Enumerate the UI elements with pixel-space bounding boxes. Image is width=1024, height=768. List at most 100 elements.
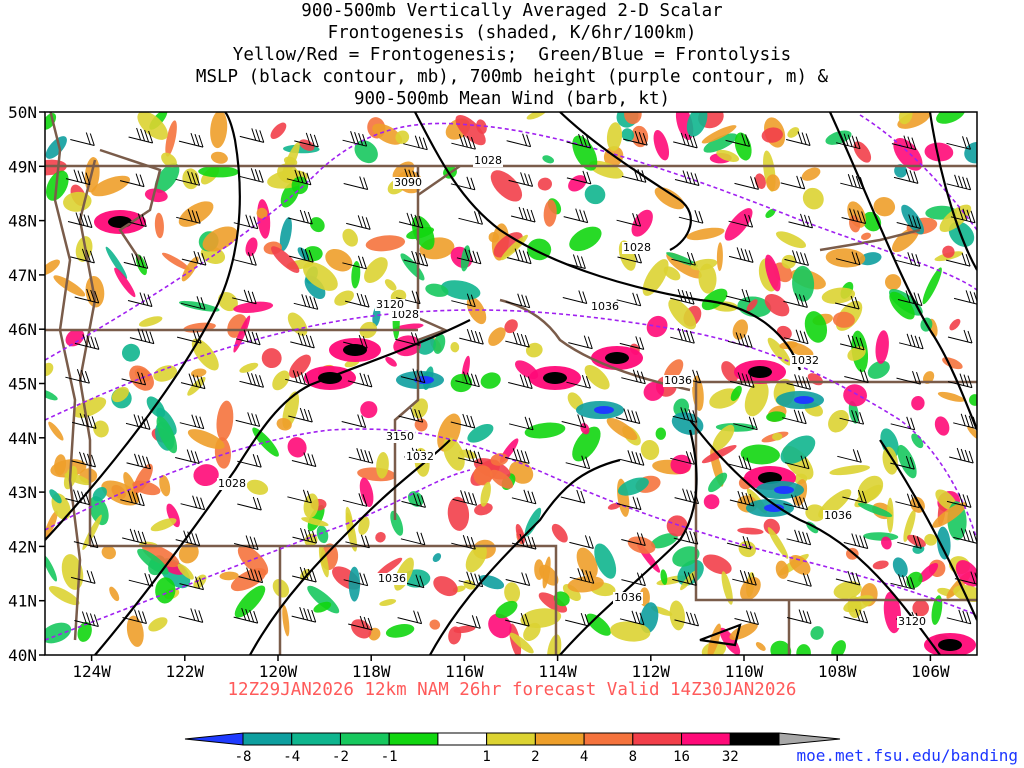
shading-patch	[48, 421, 64, 441]
colorbar-label: 8	[629, 749, 637, 765]
shading-patch	[801, 167, 821, 181]
shading-patch	[210, 112, 228, 149]
shading-patch	[572, 135, 598, 171]
wind-barb	[619, 450, 645, 466]
title-line: 900-500mb Mean Wind (barb, kt)	[353, 89, 671, 109]
mslp-label: 1028	[218, 477, 246, 490]
shading-patch	[45, 362, 54, 377]
wind-barb	[456, 615, 481, 629]
shading-patch	[882, 446, 898, 475]
colorbar-swatch	[632, 732, 683, 746]
shading-patch	[569, 226, 602, 252]
wind-barb	[893, 169, 919, 184]
shading-patch	[553, 591, 570, 607]
colorbar-label: 16	[673, 749, 690, 765]
wind-barb	[181, 250, 207, 266]
wind-barb	[672, 407, 698, 423]
wind-barb	[176, 329, 202, 344]
label-backdrop	[405, 451, 435, 463]
wind-barb	[782, 409, 807, 425]
wind-barb	[74, 334, 100, 350]
lat-tick-label: 45N	[8, 375, 37, 394]
shading-patch	[883, 591, 902, 634]
wind-barb	[74, 288, 100, 304]
mslp-contour	[689, 419, 941, 655]
wind-barb	[946, 136, 971, 150]
mslp-contour	[928, 112, 977, 271]
wind-barb	[239, 168, 264, 183]
shading-patch	[932, 502, 967, 528]
shading-patch	[279, 217, 292, 252]
shading-patch	[287, 437, 307, 458]
shading-patch	[898, 112, 913, 125]
lon-tick-label: 120W	[259, 662, 298, 681]
shading-patch	[924, 533, 937, 546]
shading-patch	[937, 391, 965, 402]
source-credit: moe.met.fsu.edu/banding	[796, 746, 1018, 765]
shading-patch	[49, 489, 62, 504]
label-backdrop	[663, 375, 693, 387]
shading-patch	[543, 372, 567, 384]
shading-patch	[781, 254, 796, 269]
shading-patch	[606, 122, 623, 151]
shading-patch	[390, 510, 404, 536]
shading-patch	[156, 416, 178, 454]
shading-patch	[897, 112, 930, 129]
mslp-label: 1036	[378, 572, 406, 585]
colorbar-swatch	[242, 732, 293, 746]
shading-patch	[666, 252, 699, 267]
wind-barb	[669, 288, 695, 305]
wind-barb	[289, 247, 314, 263]
mslp-label: 1036	[591, 300, 619, 313]
shading-patch	[794, 396, 814, 404]
shading-patch	[154, 163, 180, 194]
shading-patch	[538, 592, 568, 613]
wind-barb	[511, 489, 537, 505]
label-backdrop	[790, 355, 820, 367]
shading-patch	[607, 502, 621, 510]
wind-barb	[839, 334, 865, 351]
wind-barb	[71, 413, 97, 429]
colorbar-label: 32	[722, 749, 739, 765]
wind-barb	[949, 447, 974, 464]
shading-patch	[606, 417, 638, 441]
wind-barb	[121, 371, 147, 386]
shading-patch	[912, 599, 929, 617]
shading-patch	[660, 569, 668, 585]
shading-patch	[807, 373, 824, 386]
wind-barb	[292, 566, 317, 583]
shading-patch	[425, 283, 449, 297]
wind-barb	[70, 248, 95, 264]
shading-patch	[460, 245, 471, 272]
wind-barb	[896, 214, 922, 229]
wind-barb	[729, 490, 755, 507]
shading-patch	[721, 361, 739, 383]
wind-barb	[344, 292, 370, 308]
wind-barb	[619, 610, 645, 626]
wind-barb	[785, 131, 811, 146]
shading-patch	[467, 423, 494, 443]
shading-patch	[716, 149, 740, 162]
wind-barb	[129, 328, 155, 345]
shading-patch	[178, 542, 199, 564]
shading-patch	[45, 389, 58, 401]
mslp-contour	[828, 112, 977, 431]
colorbar-arrow-high	[778, 732, 841, 746]
wind-barb	[725, 133, 751, 147]
wind-barb	[727, 332, 753, 348]
shading-patch	[686, 112, 708, 137]
wind-barb	[890, 416, 916, 431]
mslp-label: 1028	[391, 308, 419, 321]
colorbar-swatch	[729, 732, 780, 746]
wind-barb	[178, 608, 204, 623]
shading-patch	[325, 248, 353, 272]
border-line	[99, 148, 162, 261]
shading-patch	[495, 600, 518, 619]
shading-patch	[504, 319, 518, 334]
shading-patch	[433, 333, 446, 354]
wind-barb	[70, 570, 96, 584]
colorbar-swatch	[437, 732, 488, 746]
shading-patch	[524, 507, 542, 537]
shading-patch	[922, 371, 935, 384]
colorbar-swatch	[534, 732, 585, 746]
